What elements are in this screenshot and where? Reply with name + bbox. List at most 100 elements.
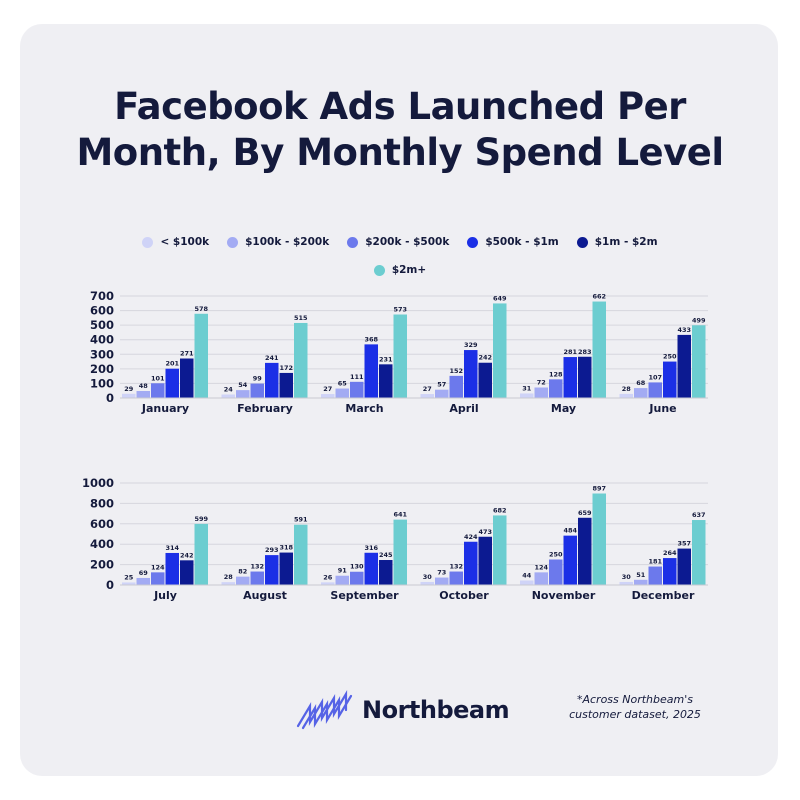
bar: [520, 393, 534, 398]
bar: [464, 541, 478, 585]
data-label: 515: [294, 314, 308, 322]
bar: [464, 350, 478, 398]
bar: [335, 388, 349, 398]
data-label: 107: [648, 373, 662, 381]
bar: [435, 389, 449, 398]
data-label: 172: [279, 364, 293, 372]
data-label: 27: [423, 385, 432, 393]
data-label: 649: [493, 294, 507, 302]
data-label: 578: [194, 305, 208, 313]
y-tick-label: 600: [90, 304, 114, 318]
data-label: 250: [549, 551, 563, 559]
data-label: 91: [338, 567, 348, 575]
legend-item: < $100k: [142, 236, 209, 248]
bar: [420, 581, 434, 585]
data-label: 128: [549, 370, 563, 378]
data-label: 231: [379, 355, 393, 363]
y-tick-label: 0: [106, 578, 114, 592]
data-label: 281: [563, 348, 577, 356]
data-label: 250: [663, 353, 677, 361]
data-label: 99: [253, 375, 263, 383]
data-label: 659: [578, 509, 592, 517]
chart-title: Facebook Ads Launched Per Month, By Mont…: [0, 84, 800, 176]
bar: [563, 357, 577, 398]
data-label: 132: [250, 563, 264, 571]
bar: [122, 582, 136, 585]
data-label: 124: [534, 563, 548, 571]
data-label: 242: [478, 354, 492, 362]
data-label: 26: [323, 573, 333, 581]
bar: [534, 387, 548, 398]
data-label: 25: [124, 573, 134, 581]
data-label: 357: [677, 540, 691, 548]
x-tick-label: January: [141, 402, 189, 415]
bar: [122, 393, 136, 398]
data-label: 271: [180, 350, 194, 358]
x-tick-label: June: [648, 402, 676, 415]
bar: [478, 362, 492, 398]
x-tick-label: August: [243, 589, 287, 602]
data-label: 242: [180, 551, 194, 559]
data-label: 48: [139, 382, 149, 390]
bar: [578, 517, 592, 585]
legend-item: $2m+: [373, 264, 427, 276]
bar: [165, 552, 179, 585]
legend-swatch: [576, 236, 588, 248]
chart-2: 020040060080010002569124314242599July288…: [82, 476, 708, 602]
data-label: 30: [423, 573, 433, 581]
data-label: 29: [124, 385, 134, 393]
bar: [420, 394, 434, 398]
y-tick-label: 500: [90, 318, 114, 332]
bar: [563, 535, 577, 585]
x-tick-label: December: [632, 589, 695, 602]
legend-swatch: [373, 264, 385, 276]
bar: [393, 519, 407, 585]
legend-label: $100k - $200k: [245, 236, 330, 248]
bar: [250, 383, 264, 398]
bar: [221, 394, 235, 398]
data-label: 152: [449, 367, 463, 375]
data-label: 28: [224, 573, 234, 581]
bar: [692, 325, 706, 398]
data-label: 316: [364, 544, 378, 552]
footnote: *Across Northbeam's customer dataset, 20…: [540, 692, 730, 722]
bar: [350, 571, 364, 585]
x-tick-label: July: [153, 589, 177, 602]
data-label: 424: [464, 533, 478, 541]
data-label: 132: [449, 563, 463, 571]
legend-label: $500k - $1m: [485, 236, 559, 248]
data-label: 241: [265, 354, 279, 362]
bar: [663, 361, 677, 398]
bar: [294, 322, 308, 398]
bar: [619, 393, 633, 398]
x-tick-label: November: [532, 589, 596, 602]
data-label: 293: [265, 546, 279, 554]
data-label: 318: [279, 544, 293, 552]
data-label: 73: [437, 569, 446, 577]
data-label: 662: [592, 293, 606, 301]
bar: [335, 575, 349, 585]
data-label: 130: [350, 563, 364, 571]
footnote-line-1: *Across Northbeam's: [576, 693, 693, 706]
bar: [478, 536, 492, 585]
bar: [350, 381, 364, 398]
legend-label: $2m+: [391, 264, 427, 276]
y-tick-label: 200: [90, 558, 114, 572]
bar: [236, 390, 250, 398]
data-label: 30: [622, 573, 632, 581]
data-label: 69: [139, 569, 149, 577]
y-tick-label: 100: [90, 376, 114, 390]
bar: [578, 356, 592, 398]
bar: [393, 314, 407, 398]
legend-swatch: [467, 236, 479, 248]
bar: [364, 344, 378, 398]
footnote-line-2: customer dataset, 2025: [569, 708, 701, 721]
data-label: 44: [522, 572, 532, 580]
y-tick-label: 300: [90, 347, 114, 361]
bar: [648, 382, 662, 398]
legend-label: $200k - $500k: [365, 236, 450, 248]
bar: [321, 394, 335, 398]
data-label: 111: [350, 373, 364, 381]
